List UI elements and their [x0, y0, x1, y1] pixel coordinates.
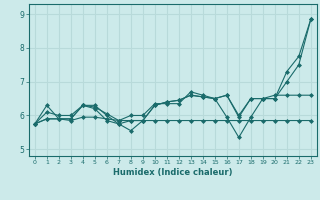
X-axis label: Humidex (Indice chaleur): Humidex (Indice chaleur) — [113, 168, 233, 177]
